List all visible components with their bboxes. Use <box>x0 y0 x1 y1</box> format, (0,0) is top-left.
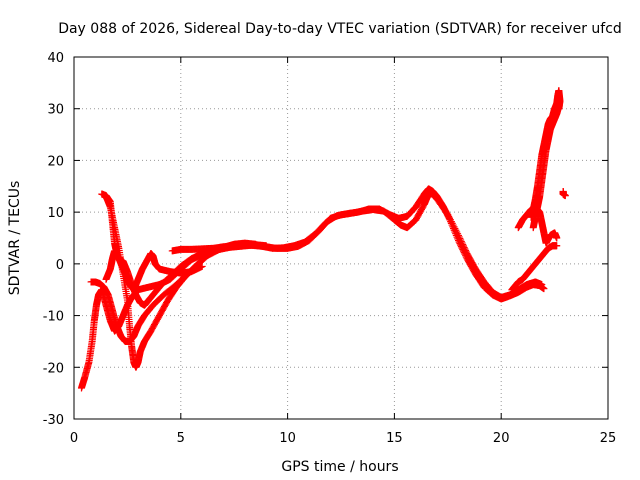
data-point <box>446 216 454 224</box>
data-point <box>553 242 561 250</box>
data-point <box>447 218 455 226</box>
data-point <box>262 242 270 250</box>
data-point <box>555 102 563 110</box>
y-tick-label: 20 <box>47 154 64 169</box>
plot-border <box>73 56 609 420</box>
data-point <box>452 230 460 238</box>
x-tick-label: 5 <box>177 431 185 446</box>
data-point <box>449 225 457 233</box>
data-point <box>452 231 460 239</box>
series-track-10 <box>529 102 563 232</box>
data-point <box>453 233 461 241</box>
chart-title: Day 088 of 2026, Sidereal Day-to-day VTE… <box>58 21 622 37</box>
data-point <box>457 243 465 251</box>
data-point <box>448 221 456 229</box>
data-point <box>456 240 464 248</box>
data-point <box>447 219 455 227</box>
data-point <box>451 228 459 236</box>
y-tick-label: -20 <box>43 361 64 376</box>
data-point <box>460 249 468 257</box>
y-tick-label: 30 <box>47 103 64 118</box>
data-point <box>454 237 462 245</box>
y-tick-label: -10 <box>43 310 64 325</box>
y-tick-label: 40 <box>47 51 64 66</box>
data-point <box>198 262 206 270</box>
axis-ticks: 0 5 10 15 20 25 -30 -20 -10 0 10 20 30 40 <box>43 51 617 446</box>
data-point <box>540 285 548 293</box>
series-track-6 <box>168 242 238 255</box>
y-tick-label: 10 <box>47 206 64 221</box>
data-point <box>461 250 469 258</box>
data-point <box>450 226 458 234</box>
data-point <box>449 223 457 231</box>
grid <box>74 57 608 419</box>
x-tick-label: 10 <box>279 431 296 446</box>
data-point <box>458 244 466 252</box>
x-tick-label: 25 <box>600 431 617 446</box>
data-point <box>553 234 561 242</box>
series-track-7 <box>508 242 561 294</box>
data-point <box>457 241 465 249</box>
data-point <box>454 235 462 243</box>
y-tick-label: 0 <box>56 258 64 273</box>
data-point <box>455 238 463 246</box>
y-tick-label: -30 <box>43 413 64 428</box>
data-points <box>77 87 569 392</box>
series-track-5 <box>102 247 206 294</box>
data-point <box>459 246 467 254</box>
data-point <box>462 252 470 260</box>
x-tick-label: 0 <box>70 431 78 446</box>
series-track-11 <box>559 187 569 200</box>
data-point <box>230 242 238 250</box>
series-track-1 <box>77 190 546 392</box>
x-tick-label: 15 <box>386 431 403 446</box>
x-tick-label: 20 <box>493 431 510 446</box>
data-point <box>459 247 467 255</box>
y-axis-label: SDTVAR / TECUs <box>7 181 23 296</box>
data-point <box>561 192 569 200</box>
x-axis-label: GPS time / hours <box>281 459 398 475</box>
